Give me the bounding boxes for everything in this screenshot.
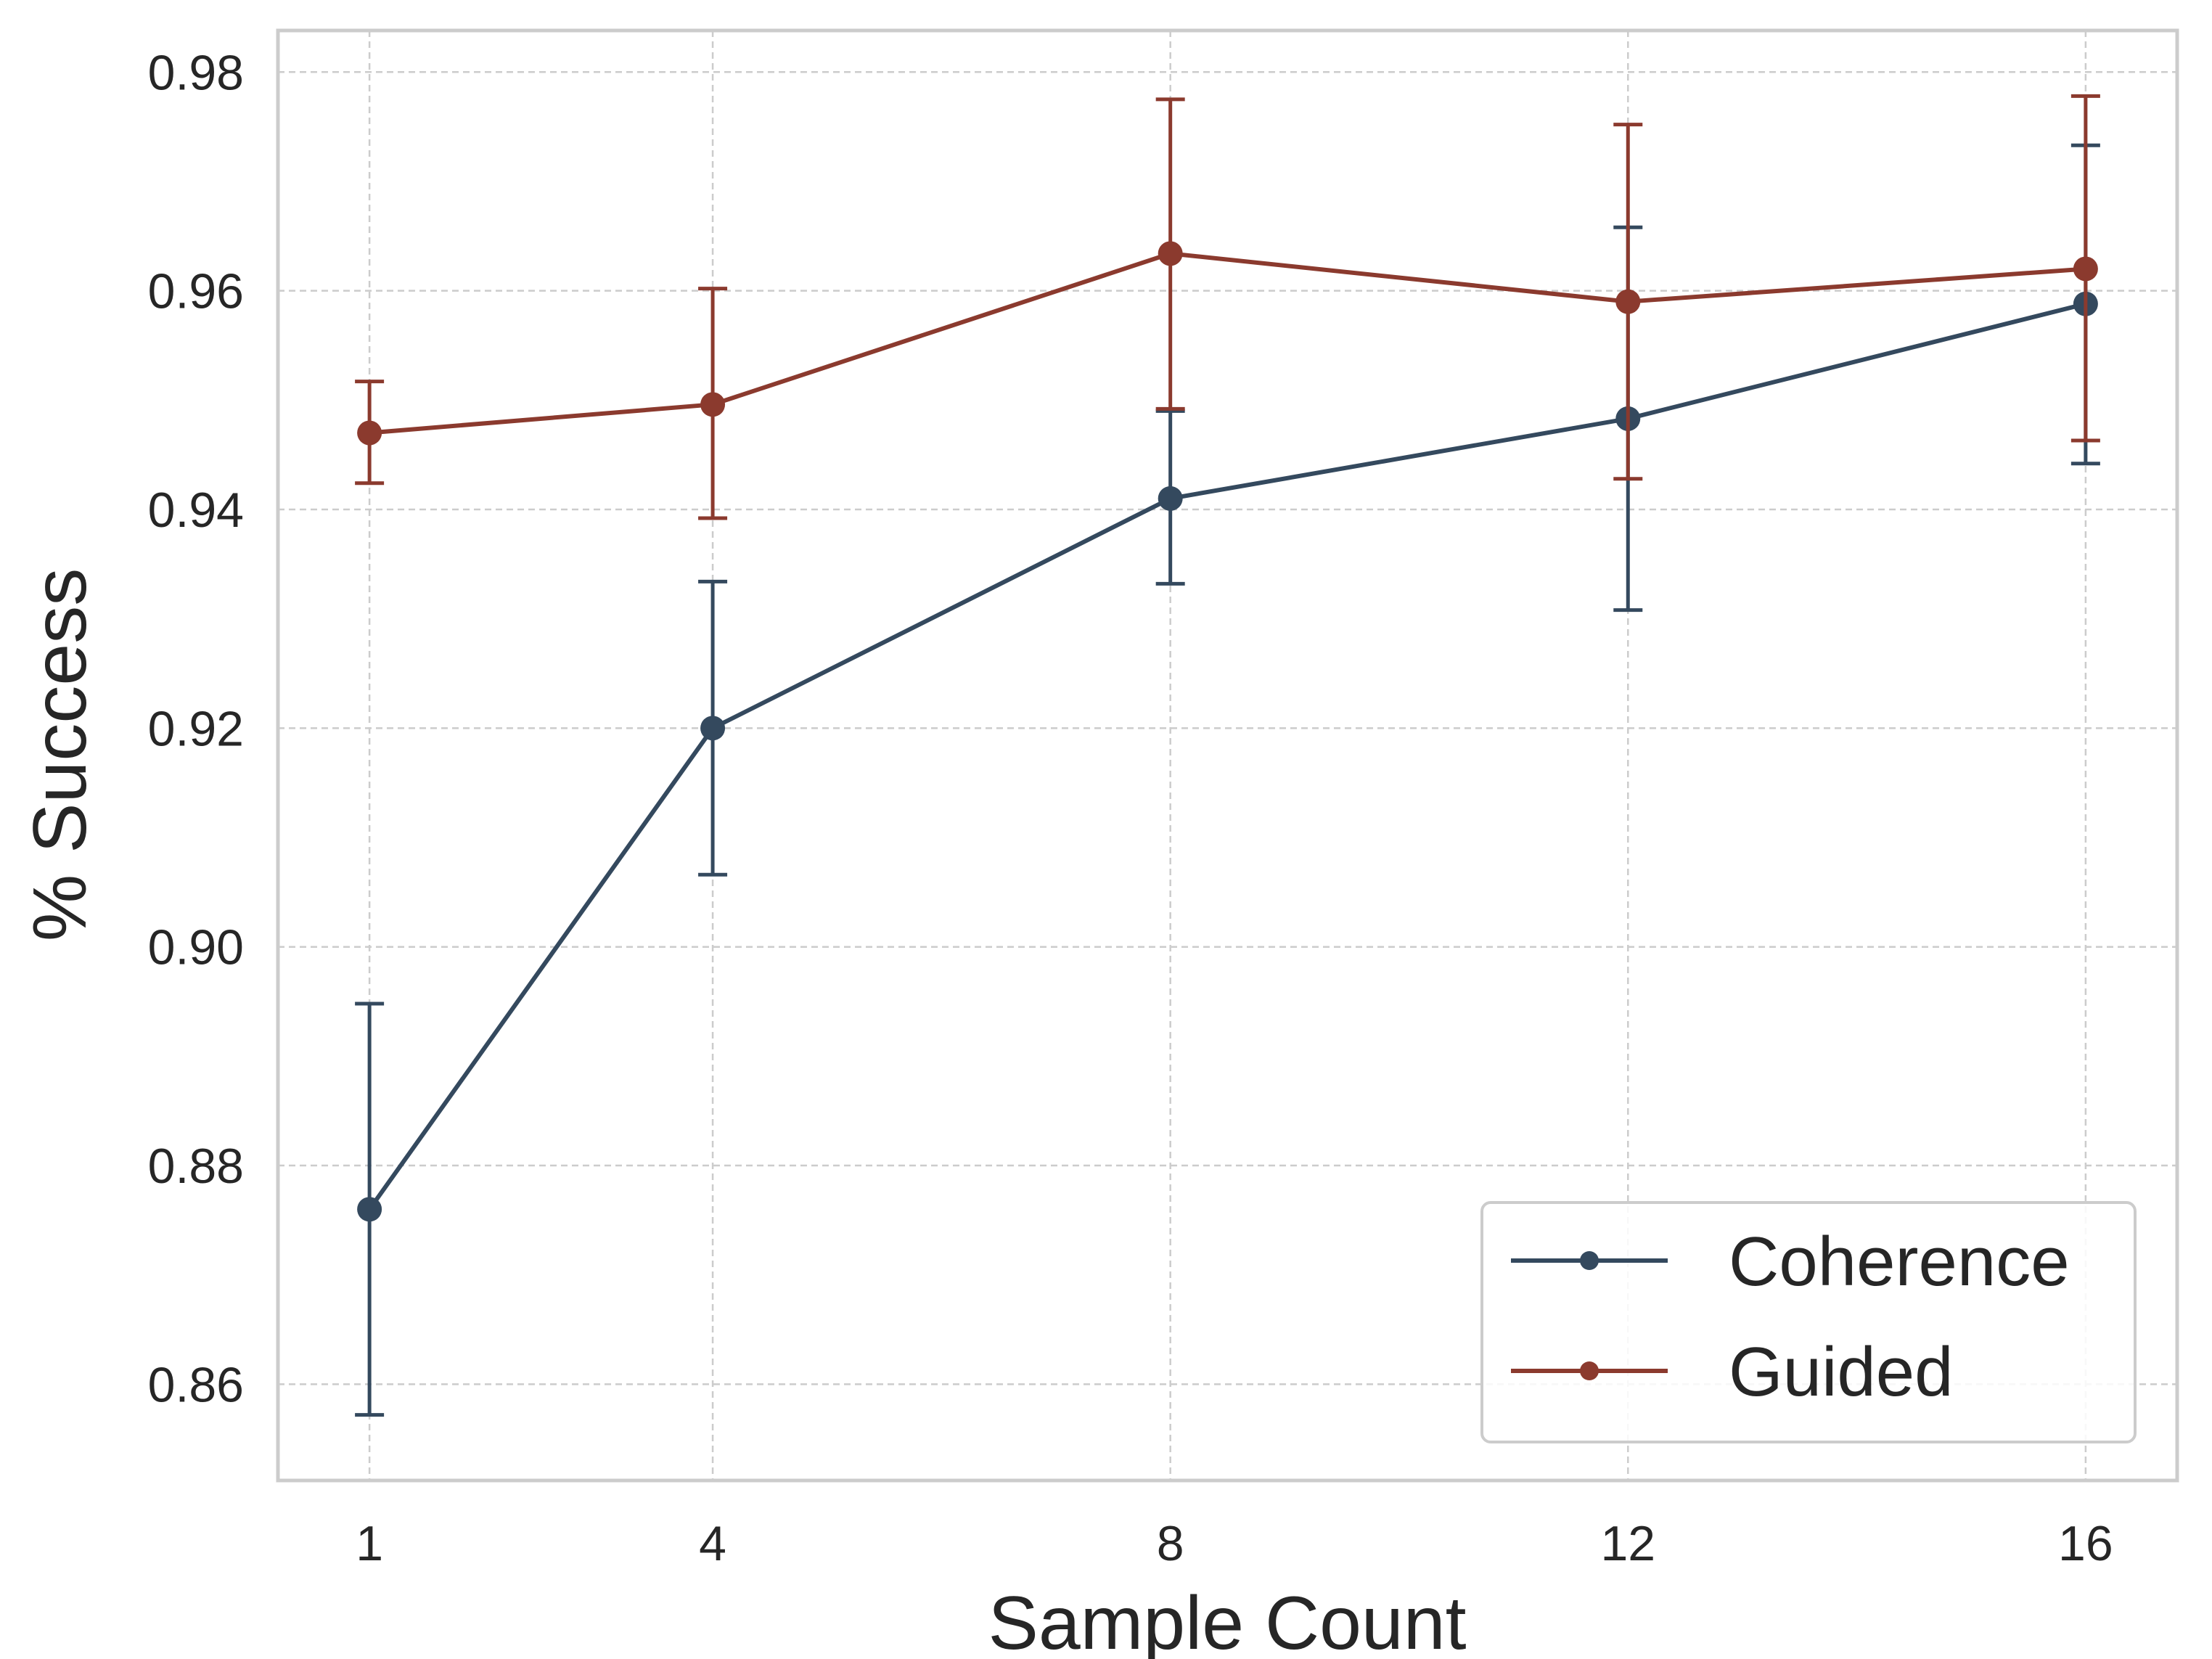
data-point-guided	[2073, 256, 2098, 282]
plot-frame	[276, 28, 2179, 1483]
legend-entry-coherence: Coherence	[1511, 1223, 2070, 1300]
x-tick-label: 12	[1600, 1516, 1655, 1571]
x-tick-label: 4	[699, 1516, 726, 1571]
y-tick-label: 0.88	[148, 1139, 244, 1194]
x-tick-label: 8	[1157, 1516, 1184, 1571]
data-point-guided	[1615, 289, 1641, 314]
series-line-guided	[369, 251, 2086, 435]
data-point-guided	[700, 392, 726, 417]
series-line-coherence	[367, 301, 2086, 1211]
y-tick-label: 0.98	[148, 45, 244, 100]
legend-label-guided: Guided	[1729, 1333, 1954, 1411]
x-tick-label: 16	[2058, 1516, 2113, 1571]
data-point-guided	[357, 420, 382, 446]
data-point-coherence	[700, 716, 726, 741]
x-tick-label: 1	[356, 1516, 383, 1571]
data-point-coherence	[1158, 486, 1183, 511]
y-axis-ticks: 0.86 0.88 0.90 0.92 0.94 0.96 0.98	[148, 45, 244, 1412]
x-axis-title: Sample Count	[988, 1581, 1466, 1659]
x-axis-ticks: 1 4 8 12 16	[356, 1516, 2113, 1571]
legend-entry-guided: Guided	[1511, 1333, 1954, 1411]
y-tick-label: 0.96	[148, 264, 244, 319]
y-tick-label: 0.94	[148, 483, 244, 538]
data-point-coherence	[357, 1197, 382, 1222]
y-tick-label: 0.86	[148, 1357, 244, 1412]
legend-marker-guided	[1580, 1361, 1599, 1380]
y-tick-label: 0.92	[148, 701, 244, 756]
legend-label-coherence: Coherence	[1729, 1223, 2070, 1300]
y-axis-title: % Success	[18, 568, 102, 941]
series-layer	[355, 94, 2100, 1417]
legend: Coherence Guided	[1480, 1201, 2137, 1443]
series-guided	[355, 94, 2100, 520]
legend-marker-coherence	[1580, 1251, 1599, 1270]
y-tick-label: 0.90	[148, 920, 244, 975]
data-point-guided	[1158, 241, 1183, 266]
